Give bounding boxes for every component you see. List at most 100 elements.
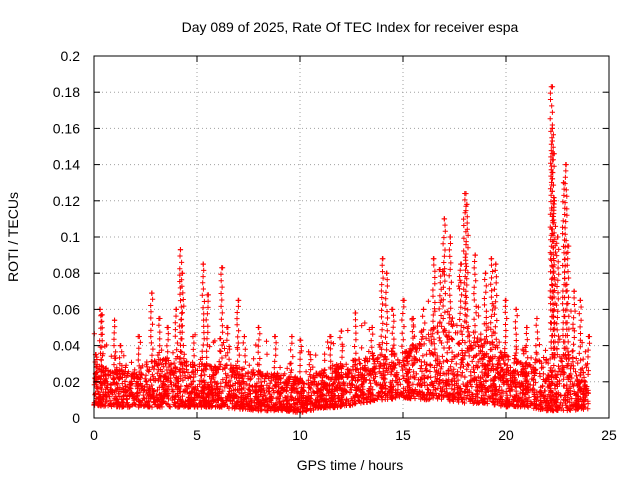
roti-point <box>585 333 591 340</box>
roti-spike <box>463 201 471 331</box>
roti-point <box>390 306 396 312</box>
roti-point <box>437 266 443 273</box>
roti-spike <box>399 297 407 356</box>
chart-title: Day 089 of 2025, Rate Of TEC Index for r… <box>182 19 519 35</box>
roti-spike <box>234 297 242 370</box>
roti-point <box>190 333 196 340</box>
roti-point <box>235 297 241 303</box>
roti-spike <box>98 312 106 370</box>
roti-spike <box>576 297 584 363</box>
roti-point <box>200 261 206 267</box>
y-tick-label: 0.04 <box>53 338 80 354</box>
roti-point-cloud <box>91 268 591 415</box>
roti-spike <box>382 270 391 353</box>
roti-point <box>447 234 453 240</box>
data-points <box>91 84 593 415</box>
y-tick-label: 0.08 <box>53 265 80 281</box>
roti-point <box>149 290 155 296</box>
roti-spike <box>512 306 520 362</box>
roti-point <box>464 201 470 208</box>
y-tick-label: 0.16 <box>53 120 80 136</box>
roti-spike <box>255 324 263 374</box>
roti-point <box>256 324 262 331</box>
roti-spike <box>111 317 119 374</box>
roti-spike <box>337 328 345 367</box>
roti-point <box>534 315 540 322</box>
roti-point <box>563 162 569 168</box>
roti-point <box>289 333 295 340</box>
y-tick-label: 0.2 <box>61 48 81 64</box>
roti-spike <box>446 234 454 324</box>
x-tick-label: 20 <box>498 427 514 443</box>
y-tick-label: 0 <box>72 410 80 426</box>
roti-point <box>571 288 577 294</box>
y-tick-label: 0.02 <box>53 374 80 390</box>
roti-point <box>328 333 334 340</box>
roti-spike <box>378 256 386 352</box>
roti-point <box>472 252 478 258</box>
roti-point <box>307 352 313 358</box>
roti-point <box>561 180 567 186</box>
roti-point <box>177 247 184 253</box>
x-tick-label: 15 <box>395 427 411 443</box>
roti-point <box>421 306 427 312</box>
roti-point <box>441 216 447 222</box>
roti-point <box>550 151 556 157</box>
roti-spike <box>164 324 171 361</box>
roti-point <box>488 256 495 262</box>
roti-point <box>297 337 303 343</box>
roti-spike <box>430 256 438 331</box>
x-tick-label: 5 <box>193 427 201 443</box>
y-tick-label: 0.12 <box>53 193 80 209</box>
roti-point <box>458 261 464 267</box>
roti-point <box>493 261 499 267</box>
roti-point <box>577 297 583 303</box>
roti-spike <box>352 310 359 363</box>
roti-point <box>179 270 186 276</box>
axis-ticks: 0 5 10 15 20 25 0 0.02 0.04 0.06 0.08 0.1 0.12 0.14 0.… <box>53 48 617 443</box>
roti-point <box>431 256 437 262</box>
x-tick-label: 0 <box>90 427 98 443</box>
roti-point <box>173 306 179 312</box>
roti-point <box>551 198 558 204</box>
roti-point <box>118 343 124 349</box>
roti-point <box>400 297 406 303</box>
roti-point <box>548 84 554 90</box>
x-axis-label: GPS time / hours <box>297 457 404 473</box>
y-tick-label: 0.1 <box>61 229 81 245</box>
roti-point <box>524 324 530 331</box>
roti-point <box>410 315 416 322</box>
roti-spike <box>481 270 490 340</box>
roti-spike <box>523 324 531 367</box>
roti-point <box>272 333 278 340</box>
y-axis-label: ROTI / TECUs <box>5 192 21 282</box>
roti-point <box>99 312 105 318</box>
roti-point <box>136 333 142 340</box>
roti-spike <box>488 256 496 345</box>
roti-point <box>204 292 210 298</box>
y-tick-label: 0.06 <box>53 301 80 317</box>
roti-point <box>353 310 359 316</box>
roti-point <box>369 324 375 331</box>
y-tick-label: 0.14 <box>53 157 80 173</box>
roti-point <box>554 234 561 240</box>
roti-point <box>112 317 118 323</box>
roti-spike <box>218 265 226 367</box>
x-tick-label: 10 <box>292 427 308 443</box>
roti-spike <box>271 333 279 377</box>
roti-spike <box>203 292 211 367</box>
roti-point <box>565 243 571 249</box>
roti-spike <box>440 216 448 322</box>
roti-point <box>462 190 468 197</box>
roti-spike <box>471 252 479 335</box>
roti-point <box>219 265 225 271</box>
roti-point <box>513 306 519 312</box>
roti-point <box>165 324 171 331</box>
roti-spike <box>570 288 578 360</box>
roti-point <box>338 328 344 334</box>
roti-spike <box>533 315 541 362</box>
roti-point <box>379 256 385 262</box>
roti-spike <box>224 324 232 369</box>
roti-point <box>241 333 247 340</box>
